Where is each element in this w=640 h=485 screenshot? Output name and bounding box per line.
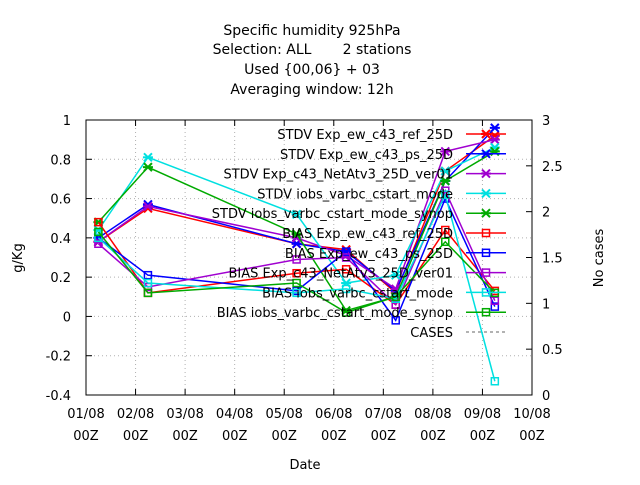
y2-tick-label: 3 bbox=[542, 114, 550, 129]
y-tick-label: 0.8 bbox=[50, 153, 71, 168]
series-9 bbox=[94, 227, 500, 317]
data-point bbox=[440, 166, 451, 176]
data-point bbox=[291, 229, 302, 239]
data-point bbox=[481, 268, 491, 277]
x-tick-label: 06/08 00Z bbox=[315, 407, 352, 444]
data-point bbox=[481, 129, 491, 139]
data-point bbox=[94, 233, 103, 243]
data-point bbox=[292, 278, 301, 288]
data-point bbox=[489, 123, 500, 133]
data-point bbox=[481, 248, 491, 258]
y-axis: -0.4 -0.2 0 0.2 0.4 0.6 0.8 1 bbox=[46, 114, 92, 404]
y-tick-label: -0.4 bbox=[46, 389, 71, 404]
data-point bbox=[142, 152, 153, 163]
legend: STDV Exp_ew_c43_ref_25D STDV Exp_ew_c43_p… bbox=[212, 128, 506, 341]
x-tick-label: 03/08 00Z bbox=[166, 407, 203, 444]
series-line bbox=[97, 231, 496, 314]
y2-tick-label: 2.5 bbox=[542, 160, 563, 175]
data-point bbox=[481, 307, 491, 317]
data-point bbox=[291, 209, 302, 219]
legend-label: STDV Exp_ew_c43_ps_25D bbox=[280, 148, 453, 163]
y2-tick-label: 1 bbox=[542, 297, 550, 312]
x-tick-label: 08/08 00Z bbox=[414, 407, 451, 444]
y-tick-label: -0.2 bbox=[46, 350, 71, 365]
x-tick-label: 04/08 00Z bbox=[216, 407, 253, 444]
x-tick-label: 05/08 00Z bbox=[265, 407, 302, 444]
y2-axis-label: No cases bbox=[592, 229, 607, 288]
legend-label: STDV iobs_varbc_cstart_mode bbox=[257, 187, 453, 202]
data-point bbox=[481, 149, 491, 159]
data-point bbox=[440, 176, 451, 186]
data-point bbox=[441, 225, 450, 235]
data-point bbox=[94, 239, 103, 248]
data-point bbox=[292, 255, 301, 264]
x-tick-label: 02/08 00Z bbox=[117, 407, 154, 444]
data-point bbox=[490, 377, 500, 386]
data-point bbox=[481, 188, 491, 199]
y2-tick-label: 0.5 bbox=[542, 343, 563, 358]
x-tick-label: 09/08 00Z bbox=[464, 407, 501, 444]
legend-label: BIAS Exp_ew_c43_ref_25D bbox=[282, 227, 453, 242]
data-point bbox=[441, 190, 450, 199]
data-point bbox=[391, 300, 400, 309]
data-point bbox=[143, 288, 153, 298]
legend-label: BIAS Exp_ew_c43_ps_25D bbox=[285, 247, 453, 262]
data-point bbox=[391, 292, 400, 302]
title-line: Averaging window: 12h bbox=[230, 82, 393, 98]
y2-tick-label: 1.5 bbox=[542, 252, 563, 267]
data-point bbox=[489, 134, 500, 145]
legend-label: CASES bbox=[410, 326, 453, 341]
data-point bbox=[292, 268, 301, 278]
data-point bbox=[341, 284, 351, 294]
y2-tick-label: 0 bbox=[542, 389, 550, 404]
legend-label: STDV Exp_ew_c43_ref_25D bbox=[277, 128, 453, 143]
title: Specific humidity 925hPa Selection: ALL … bbox=[213, 23, 412, 98]
series-layer bbox=[93, 123, 500, 386]
data-point bbox=[94, 217, 103, 227]
y2-axis: 0 0.5 1 1.5 2 2.5 3 bbox=[526, 114, 563, 404]
title-line: Specific humidity 925hPa bbox=[223, 23, 400, 39]
y-tick-label: 0.6 bbox=[50, 193, 71, 208]
data-point bbox=[143, 278, 153, 288]
data-point bbox=[341, 253, 351, 262]
y-axis-label: g/Kg bbox=[11, 243, 26, 272]
legend-label: BIAS iobs_varbc_cstart_mode_synop bbox=[217, 306, 453, 321]
data-point bbox=[142, 162, 153, 172]
x-tick-label: 01/08 00Z bbox=[67, 407, 104, 444]
data-point bbox=[292, 288, 301, 298]
data-point bbox=[341, 265, 351, 274]
data-point bbox=[143, 270, 153, 280]
x-axis: 01/08 00Z 02/08 00Z 03/08 00Z 04/08 00Z 05/08 00Z… bbox=[67, 120, 551, 444]
x-tick-label: 10/08 00Z bbox=[513, 407, 550, 444]
data-point bbox=[481, 168, 491, 179]
data-point bbox=[142, 201, 153, 212]
data-point bbox=[490, 296, 500, 305]
y-tick-label: 0.2 bbox=[50, 271, 71, 286]
title-line: Selection: ALL 2 stations bbox=[213, 42, 412, 58]
data-point bbox=[440, 146, 451, 157]
legend-label: STDV Exp_c43_NetAtv3_25D_ver01 bbox=[223, 168, 453, 183]
y-tick-label: 0.4 bbox=[50, 232, 71, 247]
y-tick-label: 1 bbox=[63, 114, 71, 129]
data-point bbox=[481, 288, 491, 297]
data-point bbox=[441, 237, 450, 247]
legend-label: BIAS Exp_c43_NetAtv3_25D_ver01 bbox=[228, 267, 453, 282]
data-point bbox=[391, 316, 400, 325]
data-point bbox=[490, 302, 500, 311]
data-point bbox=[94, 227, 103, 237]
legend-label: BIAS iobs_varbc_cstart_mode bbox=[262, 286, 453, 301]
y2-tick-label: 2 bbox=[542, 206, 550, 221]
legend-label: STDV iobs_varbc_cstart_mode_synop bbox=[212, 207, 453, 222]
x-axis-label: Date bbox=[289, 458, 320, 473]
data-point bbox=[341, 247, 351, 256]
data-point bbox=[390, 270, 401, 280]
title-line: Used {00,06} + 03 bbox=[244, 62, 380, 78]
data-point bbox=[481, 228, 491, 238]
series-line bbox=[97, 192, 496, 382]
x-tick-label: 07/08 00Z bbox=[365, 407, 402, 444]
data-point bbox=[341, 308, 351, 317]
y-tick-label: 0 bbox=[63, 310, 71, 325]
data-point bbox=[481, 208, 491, 218]
